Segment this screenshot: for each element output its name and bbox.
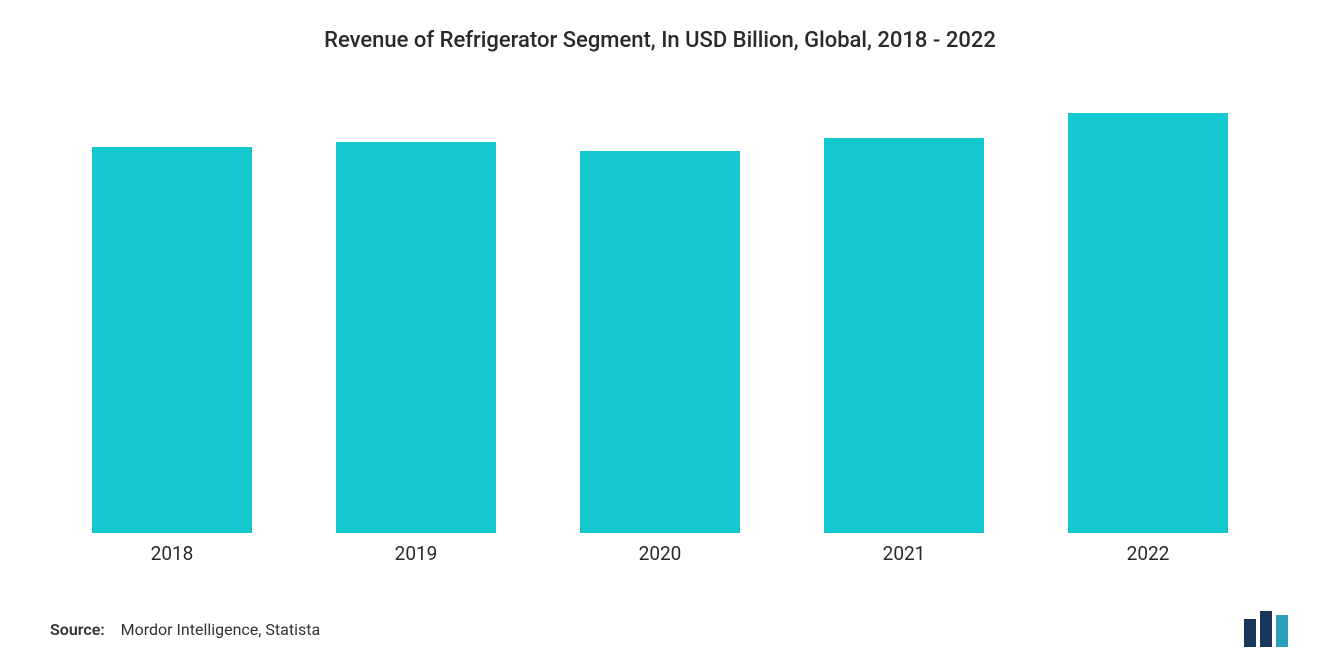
x-label: 2021 (824, 542, 984, 565)
bar-2018 (92, 147, 252, 533)
bar-slot (580, 113, 740, 533)
chart-container: Revenue of Refrigerator Segment, In USD … (0, 0, 1320, 665)
x-label: 2018 (92, 542, 252, 565)
bar-slot (336, 113, 496, 533)
mordor-logo-icon (1242, 611, 1294, 647)
logo-bar-2 (1260, 611, 1272, 647)
x-label: 2019 (336, 542, 496, 565)
source-line: Source: Mordor Intelligence, Statista (50, 620, 320, 639)
source-text: Mordor Intelligence, Statista (121, 620, 321, 639)
bar-slot (92, 113, 252, 533)
bar-2022 (1068, 113, 1228, 533)
source-label: Source: (50, 620, 105, 639)
x-label: 2020 (580, 542, 740, 565)
bar-slot (824, 113, 984, 533)
bar-2020 (580, 151, 740, 533)
bars-group (50, 113, 1270, 533)
x-axis-labels: 2018 2019 2020 2021 2022 (50, 533, 1270, 573)
bar-2019 (336, 142, 496, 533)
plot-area: 2018 2019 2020 2021 2022 (50, 93, 1270, 573)
logo-bar-3 (1276, 615, 1288, 647)
x-label: 2022 (1068, 542, 1228, 565)
chart-title: Revenue of Refrigerator Segment, In USD … (0, 28, 1320, 53)
logo-bar-1 (1244, 619, 1256, 647)
bar-slot (1068, 113, 1228, 533)
bar-2021 (824, 138, 984, 533)
